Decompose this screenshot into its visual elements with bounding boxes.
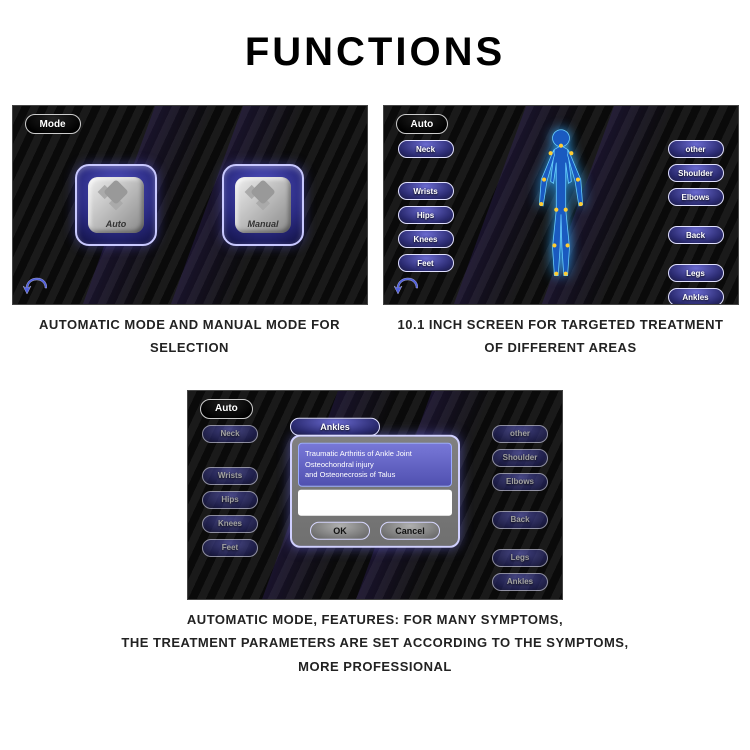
- symptom-line: and Osteonecrosis of Talus: [305, 470, 445, 481]
- area-pill-knees[interactable]: Knees: [398, 230, 454, 248]
- body-figure-icon: [526, 125, 596, 285]
- manual-mode-label: Manual: [247, 219, 278, 233]
- area-pill-ankles[interactable]: Ankles: [668, 288, 724, 305]
- dialog-actions: OK Cancel: [298, 522, 452, 540]
- area-pill[interactable]: Legs: [492, 549, 548, 567]
- area-pill-hips[interactable]: Hips: [398, 206, 454, 224]
- auto-mode-icon: Auto: [88, 177, 144, 233]
- area-pill[interactable]: Hips: [202, 491, 258, 509]
- ok-button[interactable]: OK: [310, 522, 370, 540]
- panel-1: Mode Auto Manual AUTOMATIC MODE AND MANU…: [10, 105, 369, 380]
- caption-3-line: THE TREATMENT PARAMETERS ARE SET ACCORDI…: [121, 631, 628, 654]
- right-area-pills: other Shoulder Elbows Back Legs Ankles: [668, 140, 724, 305]
- dialog-box: Traumatic Arthritis of Ankle Joint Osteo…: [290, 435, 460, 548]
- area-pill[interactable]: Back: [492, 511, 548, 529]
- mode-buttons-row: Auto Manual: [13, 106, 367, 304]
- area-pill[interactable]: Neck: [202, 425, 258, 443]
- screen-mode: Mode Auto Manual: [12, 105, 368, 305]
- screen-dialog: Auto Neck Wrists Hips Knees Feet other S…: [187, 390, 563, 600]
- left-area-pills: Neck Wrists Hips Knees Feet: [398, 140, 454, 272]
- back-icon[interactable]: [23, 276, 47, 296]
- top-row: Mode Auto Manual AUTOMATIC MODE AND MANU…: [10, 105, 740, 380]
- area-pill-wrists[interactable]: Wrists: [398, 182, 454, 200]
- caption-3-line: AUTOMATIC MODE, FEATURES: FOR MANY SYMPT…: [121, 608, 628, 631]
- area-pill[interactable]: Knees: [202, 515, 258, 533]
- header-pill-mode: Mode: [25, 114, 81, 134]
- header-pill-auto-3: Auto: [200, 399, 253, 419]
- area-pill-other[interactable]: other: [668, 140, 724, 158]
- area-pill[interactable]: Wrists: [202, 467, 258, 485]
- header-pill-auto: Auto: [396, 114, 449, 134]
- manual-mode-icon: Manual: [235, 177, 291, 233]
- dialog-title-pill: Ankles: [290, 418, 380, 436]
- area-pill-shoulder[interactable]: Shoulder: [668, 164, 724, 182]
- area-pill[interactable]: other: [492, 425, 548, 443]
- page-title: FUNCTIONS: [10, 30, 740, 75]
- symptom-line: Osteochondral injury: [305, 460, 445, 471]
- right-area-pills-dim: other Shoulder Elbows Back Legs Ankles: [492, 425, 548, 591]
- back-icon[interactable]: [394, 276, 418, 296]
- caption-3: AUTOMATIC MODE, FEATURES: FOR MANY SYMPT…: [121, 608, 628, 678]
- auto-mode-label: Auto: [106, 219, 127, 233]
- area-pill[interactable]: Ankles: [492, 573, 548, 591]
- area-pill-back[interactable]: Back: [668, 226, 724, 244]
- area-pill[interactable]: Feet: [202, 539, 258, 557]
- auto-mode-button[interactable]: Auto: [75, 164, 157, 246]
- symptoms-dialog: Ankles Traumatic Arthritis of Ankle Join…: [290, 417, 460, 548]
- dialog-blank-area: [298, 490, 452, 516]
- area-pill[interactable]: Elbows: [492, 473, 548, 491]
- area-pill-legs[interactable]: Legs: [668, 264, 724, 282]
- area-pill-neck[interactable]: Neck: [398, 140, 454, 158]
- area-pill[interactable]: Shoulder: [492, 449, 548, 467]
- panel-3: Auto Neck Wrists Hips Knees Feet other S…: [10, 390, 740, 698]
- panel-2: Auto Neck Wrists Hips Knees Feet other S…: [381, 105, 740, 380]
- manual-mode-button[interactable]: Manual: [222, 164, 304, 246]
- screen-body: Auto Neck Wrists Hips Knees Feet other S…: [383, 105, 739, 305]
- area-pill-elbows[interactable]: Elbows: [668, 188, 724, 206]
- caption-2: 10.1 INCH SCREEN FOR TARGETED TREATMENT …: [391, 313, 730, 360]
- symptom-line: Traumatic Arthritis of Ankle Joint: [305, 449, 445, 460]
- cancel-button[interactable]: Cancel: [380, 522, 440, 540]
- dialog-symptom-list: Traumatic Arthritis of Ankle Joint Osteo…: [298, 443, 452, 487]
- left-area-pills-dim: Neck Wrists Hips Knees Feet: [202, 425, 258, 557]
- area-pill-feet[interactable]: Feet: [398, 254, 454, 272]
- caption-3-line: MORE PROFESSIONAL: [121, 655, 628, 678]
- caption-1: AUTOMATIC MODE AND MANUAL MODE FOR SELEC…: [20, 313, 359, 360]
